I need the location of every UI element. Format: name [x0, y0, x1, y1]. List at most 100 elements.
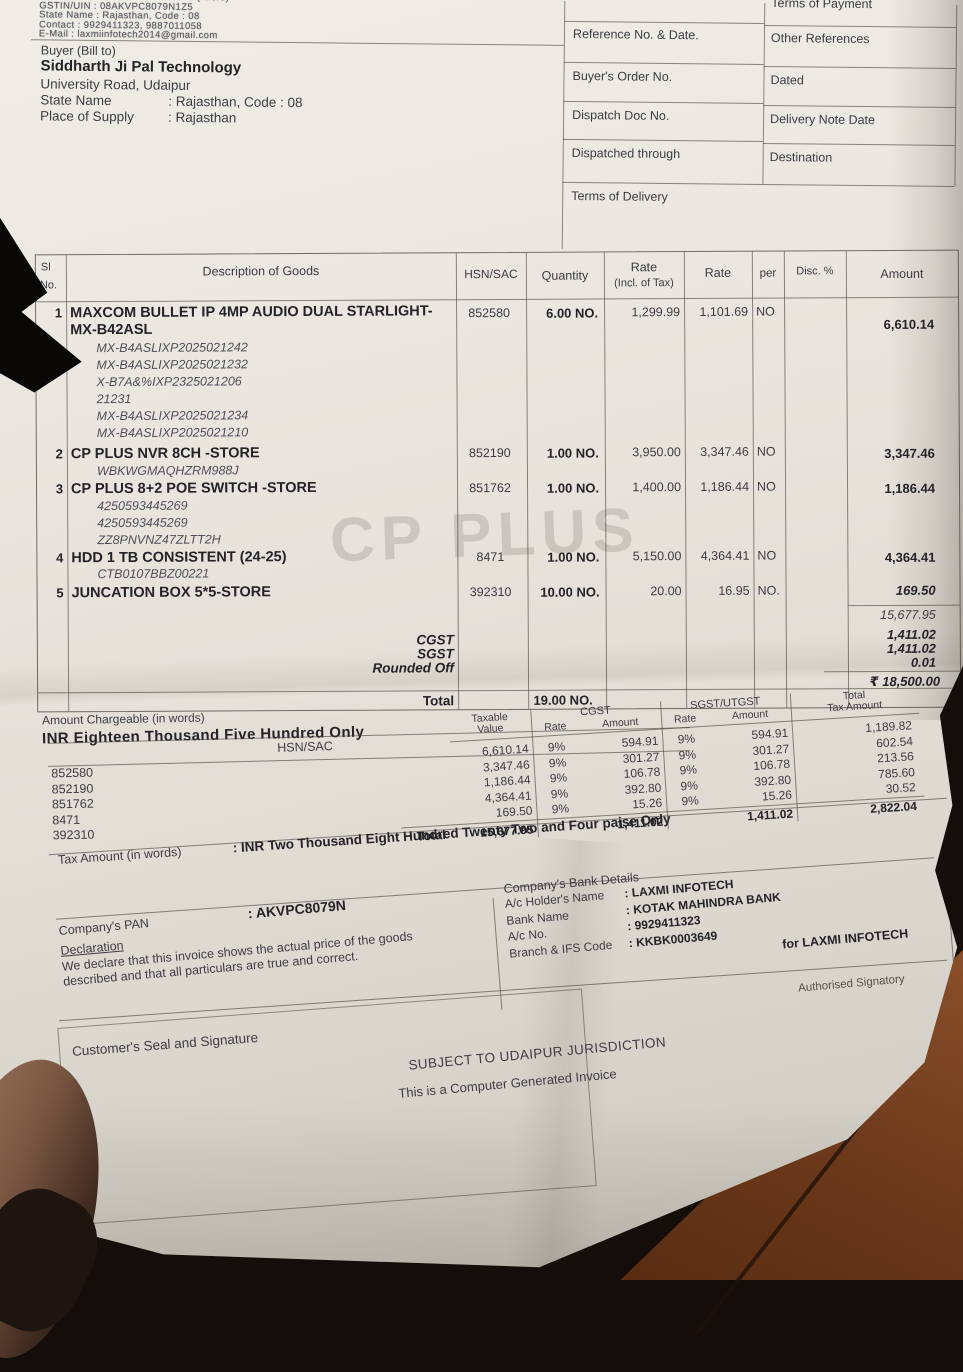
item-rate-incl: 1,299.99 — [631, 305, 681, 320]
item-qty: 1.00 NO. — [547, 549, 600, 565]
item-serial: MX-B4ASLIXP2025021234 — [96, 408, 249, 424]
ref-dated: Dated — [770, 73, 804, 88]
items-table: Sl No. Description of Goods HSN/SAC Quan… — [34, 249, 962, 713]
item-serial: X-B7A&%IXP2325021206 — [96, 374, 242, 390]
col-header-hsn: HSN/SAC — [464, 266, 518, 282]
item-serial: MX-B4ASLIXP2025021242 — [96, 340, 248, 356]
buyer-state-label: State Name — [40, 92, 112, 109]
item-serial: MX-B4ASLIXP2025021210 — [96, 425, 249, 441]
subtotal-line — [847, 604, 960, 607]
ref-dispatch-doc-no: Dispatch Doc No. — [572, 107, 670, 123]
ref-delivery-note-date: Delivery Note Date — [770, 112, 876, 128]
item-per: NO — [756, 479, 776, 494]
hsn-code: 8471 — [52, 812, 81, 827]
hsn-cgst-rate: 9% — [550, 786, 569, 802]
item-desc: HDD 1 TB CONSISTENT (24-25) — [71, 549, 287, 567]
hsn-cgst-rate: 9% — [549, 770, 568, 786]
paper-crease — [888, 0, 963, 720]
item-serial: 21231 — [96, 391, 132, 407]
col-header-rate-incl-2: (Incl. of Tax) — [614, 277, 674, 290]
item-amount: 6,610.14 — [883, 316, 935, 332]
item-rate-incl: 5,150.00 — [632, 549, 682, 564]
invoice-header: UDYAM : UDYAM-RJ-33-0026840 (Micro) GSTI… — [0, 0, 963, 257]
item-serial: MX-B4ASLIXP2025021232 — [96, 357, 248, 373]
company-pan-label: Company's PAN — [58, 916, 150, 938]
item-rate-incl: 20.00 — [650, 584, 682, 599]
ref-line — [563, 100, 764, 104]
item-serial: 4250593445269 — [97, 498, 188, 514]
item-no: 3 — [55, 481, 64, 497]
hsn-cgst-rate: 9% — [548, 755, 567, 771]
hsn-sgst-rate: 9% — [681, 793, 700, 809]
item-qty: 6.00 NO. — [546, 305, 599, 321]
for-company-line: for LAXMI INFOTECH — [781, 926, 909, 952]
item-hsn: 392310 — [469, 584, 512, 600]
bank-right-border — [945, 862, 954, 962]
item-desc: CP PLUS 8+2 POE SWITCH -STORE — [70, 479, 317, 498]
item-no: 4 — [56, 550, 64, 566]
hsn-sgst-rate: 9% — [678, 747, 697, 763]
col-header-qty: Quantity — [541, 268, 589, 283]
hsn-code: 851762 — [51, 796, 94, 812]
invoice-paper: CP PLUS UDYAM : UDYAM-RJ-33-0026840 (Mic… — [0, 0, 963, 1268]
total-label: Total — [422, 693, 455, 709]
col-header-disc: Disc. % — [796, 265, 834, 278]
item-rate: 3,347.46 — [700, 444, 749, 459]
item-no: 2 — [55, 446, 63, 462]
ref-grid-middle-border — [762, 2, 766, 184]
hsn-sgst-rate: 9% — [679, 762, 698, 778]
item-qty: 1.00 NO. — [546, 445, 599, 461]
ref-terms-of-delivery: Terms of Delivery — [571, 188, 668, 204]
col-header-rate: Rate — [704, 265, 732, 280]
subtotal-amount: 15,677.95 — [880, 607, 936, 623]
ref-line — [564, 20, 765, 24]
hsn-code: 852580 — [51, 765, 94, 781]
hsn-code: 392310 — [52, 827, 95, 843]
item-qty: 1.00 NO. — [546, 480, 600, 496]
item-hsn: 8471 — [476, 549, 505, 565]
col-header-sl: Sl — [40, 261, 51, 274]
pan-declaration-block: Company's PAN : AKVPC8079N Declaration W… — [58, 883, 501, 989]
item-hsn: 852190 — [468, 445, 511, 461]
amount-words-label: Amount Chargeable (in words) — [41, 710, 205, 728]
item-serial: ZZ8PNVNZ47ZLTT2H — [97, 532, 221, 548]
ref-destination: Destination — [769, 150, 833, 165]
customer-seal-box: Customer's Seal and Signature — [57, 988, 597, 1226]
buyer-state-value: : Rajasthan, Code : 08 — [168, 93, 303, 111]
hsn-cgst-rate: 9% — [551, 801, 570, 817]
ref-line — [763, 104, 956, 108]
item-serial: CTB0107BBZ00221 — [97, 566, 210, 582]
rounded-off-amount: 0.01 — [910, 654, 936, 670]
hsn-cgst-rate: 9% — [547, 739, 566, 755]
rounded-off-label: Rounded Off — [372, 660, 455, 676]
declaration-bank-divider — [492, 898, 503, 1010]
item-hsn: 851762 — [469, 480, 511, 496]
tax-words-label: Tax Amount (in words) — [57, 844, 182, 867]
col-line — [751, 251, 756, 708]
item-rate-incl: 3,950.00 — [632, 445, 681, 460]
item-desc: MAXCOM BULLET IP 4MP AUDIO DUAL STARLIGH… — [70, 303, 433, 339]
ref-line — [563, 61, 764, 65]
hsn-code-list: 852580 852190 851762 8471 392310 — [51, 766, 94, 844]
item-per: NO — [757, 548, 777, 563]
company-pan-row: Company's PAN : AKVPC8079N — [58, 897, 346, 938]
buyer-supply-value: : Rajasthan — [167, 109, 237, 126]
buyer-name: Siddharth Ji Pal Technology — [40, 57, 242, 77]
header-bottom-line — [36, 296, 959, 303]
hsn-sub-rate: Rate — [673, 712, 697, 726]
ref-reference-no: Reference No. & Date. — [572, 26, 699, 43]
item-rate: 16.95 — [718, 583, 750, 598]
item-no: 1 — [54, 305, 63, 321]
ref-terms-of-payment: Terms of Payment — [771, 0, 873, 12]
item-rate: 1,101.69 — [699, 304, 749, 319]
ref-line — [762, 142, 955, 146]
col-header-per: per — [759, 267, 777, 280]
ref-line — [562, 138, 763, 142]
item-per: NO — [756, 444, 776, 459]
grand-total-line — [824, 670, 961, 673]
ref-buyers-order-no: Buyer's Order No. — [572, 68, 673, 84]
item-rate: 4,364.41 — [700, 548, 750, 563]
ref-dispatched-through: Dispatched through — [571, 145, 681, 162]
ref-line — [562, 181, 955, 187]
authorised-signatory: Authorised Signatory — [797, 973, 906, 995]
